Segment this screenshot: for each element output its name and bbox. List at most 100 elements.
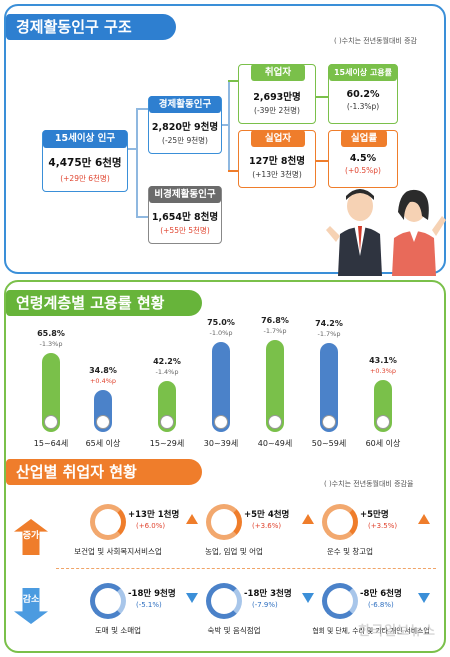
age-bar-percent: 76.8% xyxy=(261,316,289,325)
connector xyxy=(136,108,138,218)
watermark: 한국일보뉴스 xyxy=(358,624,436,639)
connector xyxy=(314,96,328,98)
unemployed-label: 실업자 xyxy=(251,130,305,147)
age-person-icon xyxy=(44,415,58,429)
industry-decrease-icon xyxy=(206,583,242,619)
age-bar xyxy=(212,342,230,432)
connector xyxy=(220,124,230,126)
age-bar-percent: 34.8% xyxy=(89,366,117,375)
active-change: (-25만 9천명) xyxy=(162,136,208,145)
industry-increase-icon xyxy=(206,504,242,540)
age-person-icon xyxy=(214,415,228,429)
industry-rate: (+3.5%) xyxy=(368,522,398,530)
industry-label: 도매 및 소매업 xyxy=(94,626,142,635)
arrow-up-icon xyxy=(418,514,430,524)
industry-rate: (+3.6%) xyxy=(252,522,282,530)
emp-rate-box: 15세이상 고용률 60.2% (-1.3%p) xyxy=(328,64,398,124)
industry-value: -18만 3천명 xyxy=(244,589,292,599)
arrow-up-icon xyxy=(302,514,314,524)
pop15-change: (+29만 6천명) xyxy=(60,174,110,183)
pop15-label: 15세이상 인구 xyxy=(43,130,127,148)
industry-value: +5만명 xyxy=(360,510,389,520)
connector xyxy=(126,148,138,150)
unemployed-value: 127만 8천명 xyxy=(249,156,305,167)
age-bar-change: -1.0%p xyxy=(209,329,233,337)
arrow-up-icon xyxy=(186,514,198,524)
age-bar-percent: 65.8% xyxy=(37,329,65,338)
inactive-box: 비경제활동인구 1,654만 8천명 (+55만 5천명) xyxy=(148,186,222,244)
industry-value: +5만 4천명 xyxy=(244,510,290,520)
industry-rate: (+6.0%) xyxy=(136,522,166,530)
industry-decrease-icon xyxy=(90,583,126,619)
industry-title: 산업별 취업자 현황 xyxy=(6,459,202,485)
age-bar-change: +0.3%p xyxy=(369,367,397,375)
age-bar-percent: 75.0% xyxy=(207,318,235,327)
structure-title: 경제활동인구 구조 xyxy=(6,14,176,40)
industry-rate: (-7.9%) xyxy=(252,601,278,609)
industry-note: ( )수치는 전년동월대비 증감율 xyxy=(324,480,414,488)
active-label: 경제활동인구 xyxy=(149,96,221,113)
unemp-rate-label: 실업률 xyxy=(341,130,387,147)
employed-change: (-39만 2천명) xyxy=(254,106,300,115)
age-bar-label: 65세 이상 xyxy=(85,439,121,448)
industry-value: +13만 1천명 xyxy=(128,510,180,520)
industry-label: 보건업 및 사회복지서비스업 xyxy=(74,547,162,556)
employed-label: 취업자 xyxy=(251,64,305,81)
age-bar xyxy=(42,353,60,432)
age-bar xyxy=(320,343,338,432)
unemp-rate-box: 실업률 4.5% (+0.5%p) xyxy=(328,130,398,188)
pop15-box: 15세이상 인구 4,475만 6천명 (+29만 6천명) xyxy=(42,130,128,192)
age-bar-label: 15~29세 xyxy=(149,439,185,448)
age-bar-change: -1.7%p xyxy=(317,330,341,338)
age-bar-change: -1.3%p xyxy=(39,340,63,348)
active-box: 경제활동인구 2,820만 9천명 (-25만 9천명) xyxy=(148,96,222,154)
arrow-down-icon xyxy=(302,593,314,603)
connector xyxy=(228,80,230,172)
unemp-rate-change: (+0.5%p) xyxy=(345,166,381,175)
connector xyxy=(314,160,328,162)
age-person-icon xyxy=(322,415,336,429)
age-bar-percent: 42.2% xyxy=(153,357,181,366)
industry-label: 농업, 임업 및 어업 xyxy=(205,547,263,556)
unemployed-change: (+13만 3천명) xyxy=(252,170,302,179)
age-bar-label: 60세 이상 xyxy=(365,439,401,448)
arrow-down-icon xyxy=(418,593,430,603)
people-illustration xyxy=(326,189,446,276)
inactive-change: (+55만 5천명) xyxy=(160,226,210,235)
age-bar-change: -1.7%p xyxy=(263,327,287,335)
pop15-value: 4,475만 6천명 xyxy=(48,157,122,169)
connector xyxy=(136,216,148,218)
industry-increase-icon xyxy=(90,504,126,540)
connector xyxy=(136,108,148,110)
divider xyxy=(56,568,436,569)
age-bar-label: 50~59세 xyxy=(311,439,347,448)
age-person-icon xyxy=(268,415,282,429)
inactive-value: 1,654만 8천명 xyxy=(151,212,219,223)
industry-value: -8만 6천명 xyxy=(360,589,402,599)
age-bar-change: -1.4%p xyxy=(155,368,179,376)
age-bar-label: 40~49세 xyxy=(257,439,293,448)
age-person-icon xyxy=(160,415,174,429)
industry-value: -18만 9천명 xyxy=(128,589,176,599)
age-bar-percent: 74.2% xyxy=(315,319,343,328)
emp-rate-change: (-1.3%p) xyxy=(346,102,380,111)
industry-label: 운수 및 창고업 xyxy=(326,547,374,556)
inactive-label: 비경제활동인구 xyxy=(149,186,221,203)
unemployed-box: 실업자 127만 8천명 (+13만 3천명) xyxy=(238,130,316,188)
industry-decrease-icon xyxy=(322,583,358,619)
age-person-icon xyxy=(376,415,390,429)
industry-label: 숙박 및 음식점업 xyxy=(207,626,261,635)
unemp-rate-value: 4.5% xyxy=(349,153,377,164)
connector xyxy=(228,80,238,82)
industry-label: 협회 및 단체, 수리 및 기타 개인 서비스업 xyxy=(312,627,430,635)
active-value: 2,820만 9천명 xyxy=(151,122,219,133)
connector xyxy=(228,170,238,172)
age-bar-percent: 43.1% xyxy=(369,356,397,365)
industry-rate: (-5.1%) xyxy=(136,601,162,609)
age-bar-change: +0.4%p xyxy=(89,377,117,385)
arrow-down-icon xyxy=(186,593,198,603)
age-bar-label: 30~39세 xyxy=(203,439,239,448)
employed-box: 취업자 2,693만명 (-39만 2천명) xyxy=(238,64,316,124)
age-title: 연령계층별 고용률 현황 xyxy=(6,290,202,316)
age-bar-label: 15~64세 xyxy=(33,439,69,448)
